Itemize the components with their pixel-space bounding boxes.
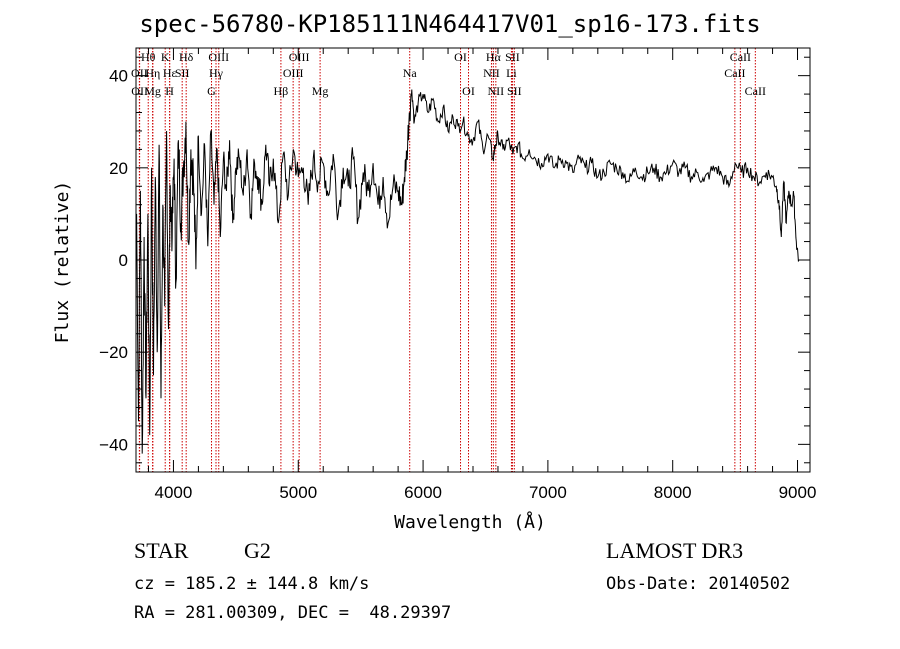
marker-label: OIII bbox=[208, 50, 229, 64]
x-tick-label: 9000 bbox=[779, 483, 817, 502]
marker-label: Mg bbox=[144, 84, 161, 98]
object-subclass: G2 bbox=[244, 538, 271, 563]
x-tick-label: 7000 bbox=[529, 483, 567, 502]
flux-series-line bbox=[136, 89, 800, 454]
marker-label: Hβ bbox=[274, 84, 289, 98]
survey-name: LAMOST DR3 bbox=[606, 538, 744, 563]
marker-label: Na bbox=[403, 66, 418, 80]
marker-label: Hη bbox=[145, 66, 160, 80]
x-tick-label: 4000 bbox=[155, 483, 193, 502]
axis-ticks: 4000 5000 6000 7000 8000 9000 −40 −20 0 20 40 bbox=[99, 48, 816, 502]
marker-label: Hδ bbox=[179, 50, 194, 64]
marker-label: OI bbox=[462, 84, 475, 98]
x-tick-label: 8000 bbox=[654, 483, 692, 502]
marker-label: OIII bbox=[289, 50, 310, 64]
y-axis-label: Flux (relative) bbox=[52, 181, 73, 344]
marker-label: SII bbox=[175, 66, 190, 80]
coordinates: RA = 281.00309, DEC = 48.29397 bbox=[134, 603, 452, 623]
marker-label: CaII bbox=[745, 84, 766, 98]
x-tick-label: 5000 bbox=[279, 483, 317, 502]
marker-label: Hα bbox=[486, 50, 502, 64]
marker-label: NII bbox=[488, 84, 505, 98]
marker-label: G bbox=[207, 84, 216, 98]
y-tick-label: 20 bbox=[109, 159, 128, 178]
x-tick-label: 6000 bbox=[404, 483, 442, 502]
object-class: STAR bbox=[134, 538, 189, 563]
cz-value: cz = 185.2 ± 144.8 km/s bbox=[134, 574, 370, 594]
plot-frame bbox=[135, 47, 811, 473]
marker-label: CaII bbox=[724, 66, 745, 80]
y-tick-label: 40 bbox=[109, 67, 128, 86]
marker-label: CaII bbox=[730, 50, 751, 64]
obs-date: Obs-Date: 20140502 bbox=[606, 574, 791, 594]
marker-label: OIII bbox=[283, 66, 304, 80]
marker-label: SII bbox=[507, 84, 522, 98]
line-markers bbox=[138, 48, 756, 472]
marker-label: H bbox=[165, 84, 174, 98]
marker-label: OII bbox=[131, 84, 148, 98]
marker-label: Mg bbox=[312, 84, 329, 98]
marker-label: NII bbox=[483, 66, 500, 80]
marker-label: OII bbox=[131, 66, 148, 80]
marker-label: SII bbox=[505, 50, 520, 64]
x-axis-label: Wavelength (Å) bbox=[394, 511, 546, 533]
marker-label: OI bbox=[454, 50, 467, 64]
y-tick-label: −20 bbox=[99, 343, 128, 362]
marker-label: Hγ bbox=[209, 66, 224, 80]
marker-label: K bbox=[161, 50, 170, 64]
y-tick-label: −40 bbox=[99, 435, 128, 454]
y-tick-label: 0 bbox=[119, 251, 128, 270]
chart-title: spec-56780-KP185111N464417V01_sp16-173.f… bbox=[139, 10, 761, 38]
marker-label: Hε bbox=[163, 66, 177, 80]
marker-label: Hθ bbox=[141, 50, 156, 64]
marker-label: Li bbox=[506, 66, 517, 80]
